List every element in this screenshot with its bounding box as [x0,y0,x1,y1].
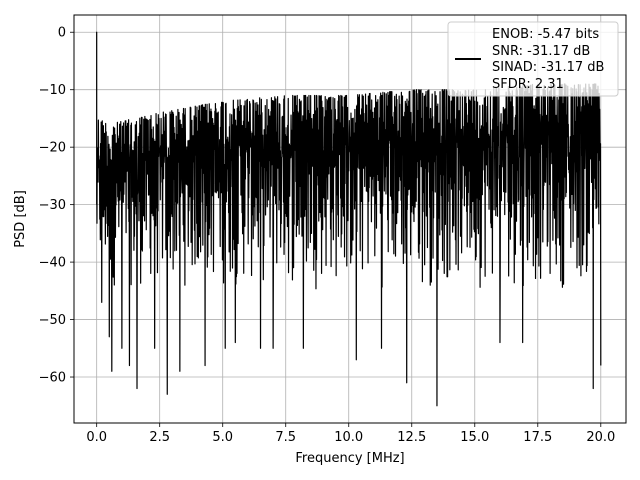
series-psd-line [96,31,602,407]
x-tick-label: 15.0 [460,430,489,445]
legend-entry-enob: ENOB: -5.47 bits [492,27,599,42]
x-tick-label: 0.0 [86,430,107,445]
y-tick-label: −60 [39,371,66,386]
x-tick-label: 20.0 [586,430,615,445]
plot-area [96,31,602,407]
y-axis-label: PSD [dB] [13,190,28,248]
x-tick-label: 7.5 [275,430,296,445]
y-tick-label: −40 [39,256,66,271]
y-axis-ticks: 0 −10 −20 −30 −40 −50 −60 [39,26,74,386]
x-axis-label: Frequency [MHz] [295,451,404,466]
legend-box [447,21,619,97]
legend-entry-sfdr: SFDR: 2.31 [492,77,564,92]
x-tick-label: 17.5 [523,430,552,445]
x-axis-ticks: 0.0 2.5 5.0 7.5 10.0 12.5 15.0 17.5 20.0 [86,423,615,445]
legend: ENOB: -5.47 bits SNR: -31.17 dB SINAD: -… [447,21,619,97]
axes-frame [73,14,627,424]
x-tick-label: 10.0 [334,430,363,445]
x-tick-label: 5.0 [212,430,233,445]
y-tick-label: −30 [39,198,66,213]
x-tick-label: 12.5 [397,430,426,445]
x-tick-label: 2.5 [149,430,170,445]
y-tick-label: −50 [39,313,66,328]
legend-entry-sinad: SINAD: -31.17 dB [492,60,604,75]
legend-entry-snr: SNR: -31.17 dB [492,44,590,59]
y-tick-label: 0 [58,26,66,41]
y-tick-label: −10 [39,83,66,98]
y-tick-label: −20 [39,141,66,156]
